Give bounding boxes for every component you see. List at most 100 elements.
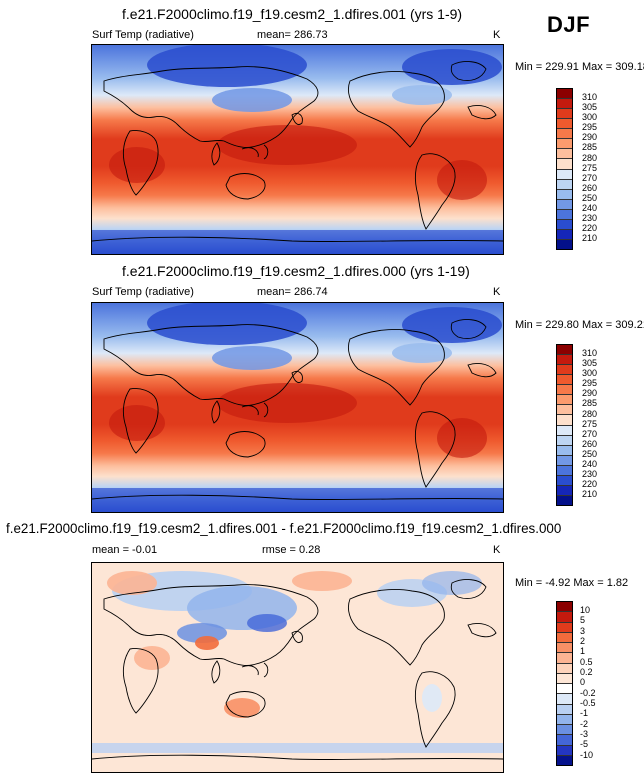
panel2-colorbar-swatch bbox=[557, 425, 572, 436]
panel3-colorbar-swatch bbox=[557, 632, 572, 643]
panel1-mean-label: mean= 286.73 bbox=[257, 29, 328, 41]
panel2-variable-label: Surf Temp (radiative) bbox=[92, 286, 194, 298]
panel1-tick-label: 260 bbox=[582, 183, 598, 193]
panel1-land-anomalies bbox=[92, 45, 503, 254]
panel3-units-label: K bbox=[493, 544, 501, 556]
panel1-colorbar-swatch bbox=[557, 129, 572, 140]
panel1-colorbar-swatch bbox=[557, 179, 572, 190]
panel1-coastlines bbox=[92, 61, 503, 243]
panel3-colorbar-swatch bbox=[557, 714, 572, 725]
panel2-tick-label: 240 bbox=[582, 459, 598, 469]
panel3-map bbox=[91, 562, 504, 773]
panel2-colorbar-swatch bbox=[557, 435, 572, 446]
panel1-tick-label: 210 bbox=[582, 233, 598, 243]
panel2-colorbar-swatch bbox=[557, 415, 572, 426]
panel2-tick-label: 270 bbox=[582, 429, 598, 439]
panel2-colorbar-swatch bbox=[557, 345, 572, 356]
panel2-colorbar-swatch bbox=[557, 485, 572, 496]
panel3-colorbar-swatch bbox=[557, 653, 572, 664]
panel3-mean-label: mean = -0.01 bbox=[92, 544, 158, 556]
panel3-tick-label: 3 bbox=[580, 626, 586, 636]
panel2-units-label: K bbox=[493, 286, 501, 298]
panel2-tick-label: 250 bbox=[582, 449, 598, 459]
panel3-tick-label: 1 bbox=[580, 646, 586, 656]
panel1-colorbar-swatch bbox=[557, 139, 572, 150]
panel2-colorbar-swatch bbox=[557, 495, 572, 505]
panel1-tick-label: 250 bbox=[582, 193, 598, 203]
panel1-colorbar-swatch bbox=[557, 199, 572, 210]
panel3-tick-label: 2 bbox=[580, 636, 586, 646]
panel3-colorbar-labels: 10 5 3 2 1 0.5 0.2 0 -0.2 -0.5 -1 -2 -3 … bbox=[580, 601, 620, 766]
panel2-tick-label: 285 bbox=[582, 398, 598, 408]
panel2-tick-label: 220 bbox=[582, 479, 598, 489]
panel3-colorbar-swatch bbox=[557, 735, 572, 746]
panel3-tick-label: 0 bbox=[580, 677, 586, 687]
panel2-title: f.e21.F2000climo.f19_f19.cesm2_1.dfires.… bbox=[122, 263, 470, 279]
panel2-tick-label: 230 bbox=[582, 469, 598, 479]
panel1-colorbar-swatch bbox=[557, 89, 572, 100]
panel1-tick-label: 295 bbox=[582, 122, 598, 132]
panel2-tick-label: 295 bbox=[582, 378, 598, 388]
panel1-units-label: K bbox=[493, 29, 501, 41]
panel1-map bbox=[91, 44, 504, 255]
panel1-colorbar-swatch bbox=[557, 219, 572, 230]
panel1-colorbar bbox=[556, 88, 573, 250]
panel2-colorbar-swatch bbox=[557, 395, 572, 406]
panel3-colorbar-swatch bbox=[557, 704, 572, 715]
panel2-tick-label: 210 bbox=[582, 489, 598, 499]
panel2-tick-label: 300 bbox=[582, 368, 598, 378]
panel2-colorbar-swatch bbox=[557, 385, 572, 396]
panel2-colorbar-swatch bbox=[557, 475, 572, 486]
panel3-tick-label: 5 bbox=[580, 615, 586, 625]
panel1-tick-label: 310 bbox=[582, 92, 598, 102]
panel3-colorbar-swatch bbox=[557, 694, 572, 705]
panel1-colorbar-swatch bbox=[557, 169, 572, 180]
panel1-colorbar-swatch bbox=[557, 109, 572, 120]
panel3-colorbar-swatch bbox=[557, 684, 572, 695]
panel2-tick-label: 310 bbox=[582, 348, 598, 358]
panel3-colorbar bbox=[556, 601, 573, 766]
panel1-tick-label: 230 bbox=[582, 213, 598, 223]
panel3-anomalies bbox=[92, 571, 503, 753]
panel2-colorbar-labels: 310 305 300 295 290 285 280 275 270 260 … bbox=[582, 344, 622, 506]
panel3-tick-label: -5 bbox=[580, 739, 589, 749]
panel1-colorbar-swatch bbox=[557, 189, 572, 200]
panel1-colorbar-swatch bbox=[557, 239, 572, 249]
panel1-tick-label: 240 bbox=[582, 203, 598, 213]
panel2-colorbar bbox=[556, 344, 573, 506]
panel2-colorbar-swatch bbox=[557, 405, 572, 416]
panel3-tick-label: 0.5 bbox=[580, 657, 593, 667]
season-label: DJF bbox=[547, 12, 591, 37]
panel2-colorbar-swatch bbox=[557, 375, 572, 386]
panel3-title: f.e21.F2000climo.f19_f19.cesm2_1.dfires.… bbox=[6, 521, 562, 536]
panel3-tick-label: -0.5 bbox=[580, 698, 596, 708]
panel1-tick-label: 270 bbox=[582, 173, 598, 183]
panel2-colorbar-swatch bbox=[557, 455, 572, 466]
panel1-title: f.e21.F2000climo.f19_f19.cesm2_1.dfires.… bbox=[122, 6, 463, 22]
panel1-tick-label: 300 bbox=[582, 112, 598, 122]
panel3-min-max: Min = -4.92 Max = 1.82 bbox=[515, 577, 629, 589]
panel3-colorbar-swatch bbox=[557, 622, 572, 633]
panel2-tick-label: 280 bbox=[582, 409, 598, 419]
panel3-rmse-label: rmse = 0.28 bbox=[262, 544, 321, 556]
panel1-variable-label: Surf Temp (radiative) bbox=[92, 29, 194, 41]
panel3-colorbar-swatch bbox=[557, 673, 572, 684]
panel3-colorbar-swatch bbox=[557, 602, 572, 613]
panel2-mean-label: mean= 286.74 bbox=[257, 286, 328, 298]
panel2-map bbox=[91, 302, 504, 513]
panel3-colorbar-swatch bbox=[557, 725, 572, 736]
panel3-tick-label: -3 bbox=[580, 729, 589, 739]
panel2-coastlines bbox=[92, 319, 503, 501]
panel3-colorbar-swatch bbox=[557, 755, 572, 765]
panel1-tick-label: 305 bbox=[582, 102, 598, 112]
panel3-tick-label: -2 bbox=[580, 719, 589, 729]
panel1-tick-label: 290 bbox=[582, 132, 598, 142]
panel2-colorbar-swatch bbox=[557, 355, 572, 366]
panel3-colorbar-swatch bbox=[557, 643, 572, 654]
panel1-colorbar-swatch bbox=[557, 149, 572, 160]
panel1-colorbar-swatch bbox=[557, 229, 572, 240]
panel2-tick-label: 260 bbox=[582, 439, 598, 449]
panel3-tick-label: 10 bbox=[580, 605, 591, 615]
panel3-colorbar-swatch bbox=[557, 612, 572, 623]
panel2-colorbar-swatch bbox=[557, 365, 572, 376]
